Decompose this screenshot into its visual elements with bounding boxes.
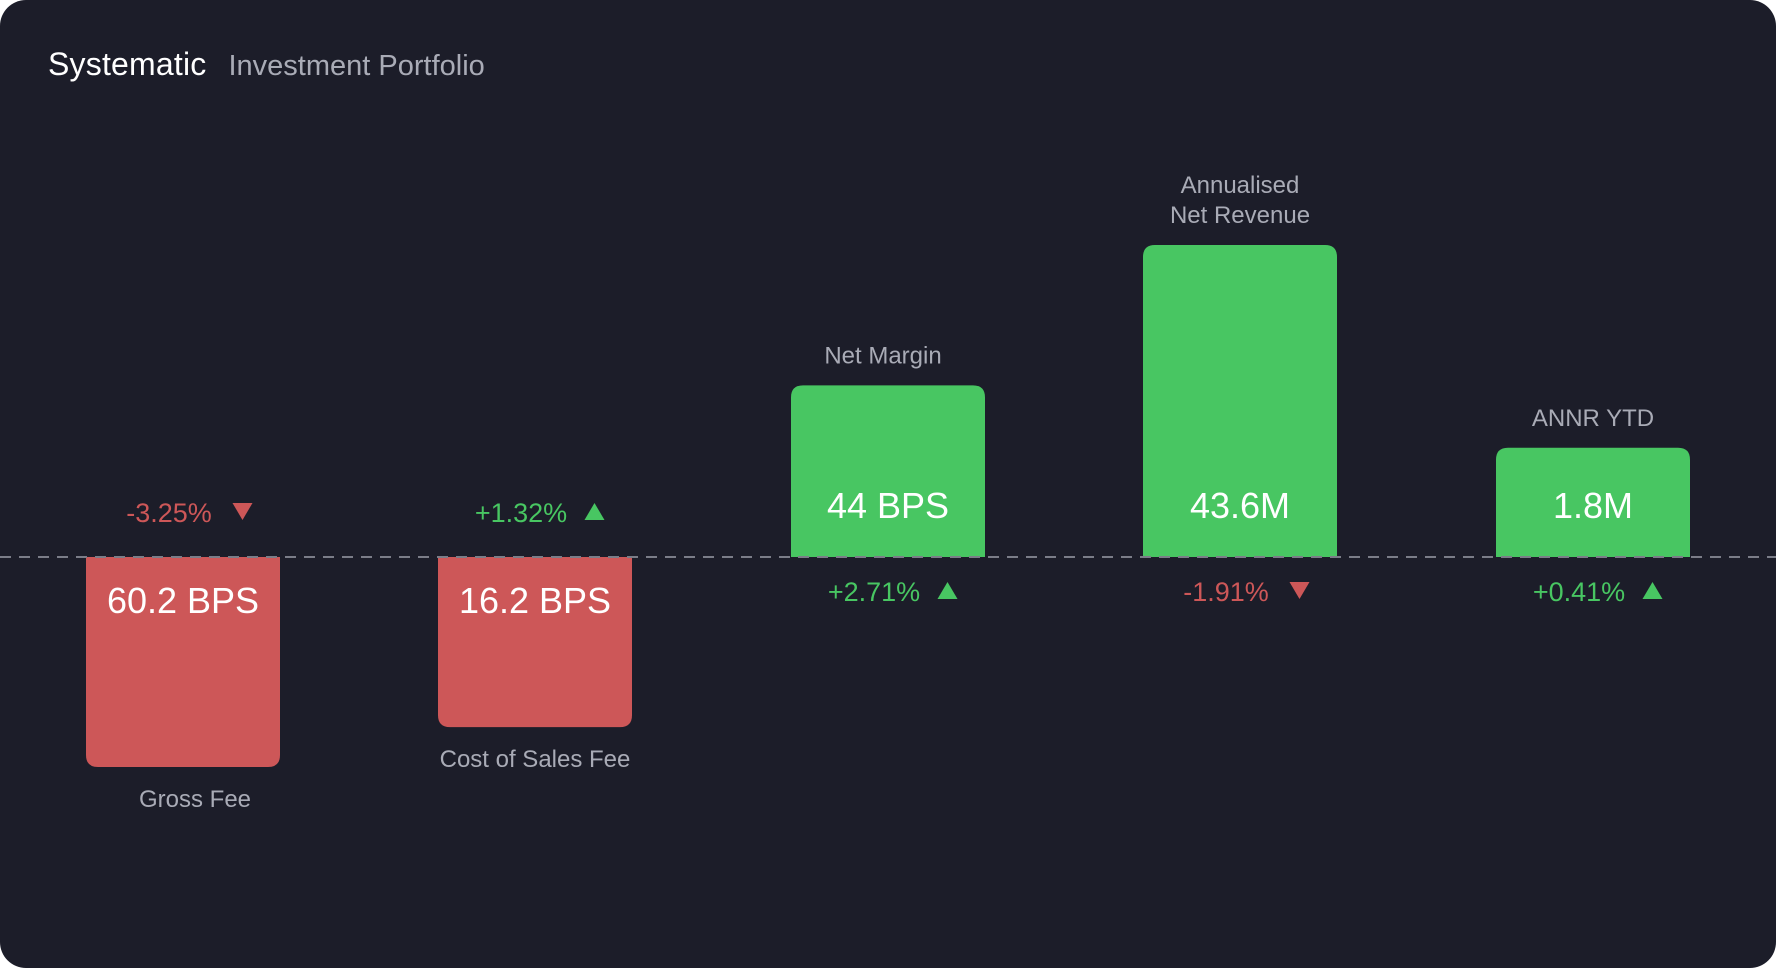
chart-title: Systematic [48, 46, 207, 82]
bar-value-label: 60.2 BPS [107, 580, 259, 621]
bar-value-label: 16.2 BPS [459, 580, 611, 621]
change-label: -3.25% [126, 498, 212, 528]
bar-3 [1143, 245, 1337, 557]
change-label: -1.91% [1183, 577, 1269, 607]
change-label: +0.41% [1533, 577, 1625, 607]
bar-1 [438, 557, 632, 728]
trend-down-icon [1289, 582, 1310, 599]
trend-up-icon [584, 503, 605, 520]
bar-2 [791, 385, 985, 557]
trend-up-icon [937, 582, 958, 599]
bar-4 [1496, 447, 1690, 557]
change-label: +2.71% [828, 577, 920, 607]
category-label: Annualised [1181, 172, 1300, 199]
category-label: Gross Fee [139, 786, 251, 813]
category-label: Cost of Sales Fee [440, 746, 631, 773]
bar-value-label: 44 BPS [827, 485, 949, 526]
change-label: +1.32% [475, 498, 567, 528]
category-label: Net Margin [824, 342, 941, 369]
trend-down-icon [232, 503, 253, 520]
trend-up-icon [1642, 582, 1663, 599]
bar-value-label: 1.8M [1553, 485, 1633, 526]
chart-subtitle: Investment Portfolio [228, 50, 485, 82]
bar-value-label: 43.6M [1190, 485, 1290, 526]
category-label: Net Revenue [1170, 202, 1310, 229]
chart-header: Systematic Investment Portfolio [48, 46, 485, 83]
bar-0 [86, 557, 280, 767]
category-label: ANNR YTD [1532, 405, 1654, 432]
